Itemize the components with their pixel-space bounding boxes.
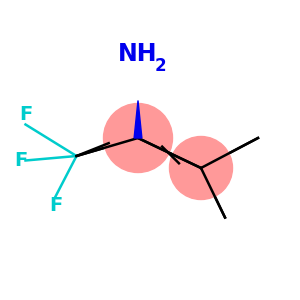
Circle shape — [169, 136, 232, 200]
Circle shape — [103, 103, 172, 172]
Polygon shape — [134, 100, 142, 138]
Text: NH: NH — [118, 42, 158, 66]
Text: F: F — [49, 196, 62, 215]
Text: F: F — [19, 104, 32, 124]
Text: F: F — [14, 151, 28, 170]
Text: 2: 2 — [155, 57, 166, 75]
